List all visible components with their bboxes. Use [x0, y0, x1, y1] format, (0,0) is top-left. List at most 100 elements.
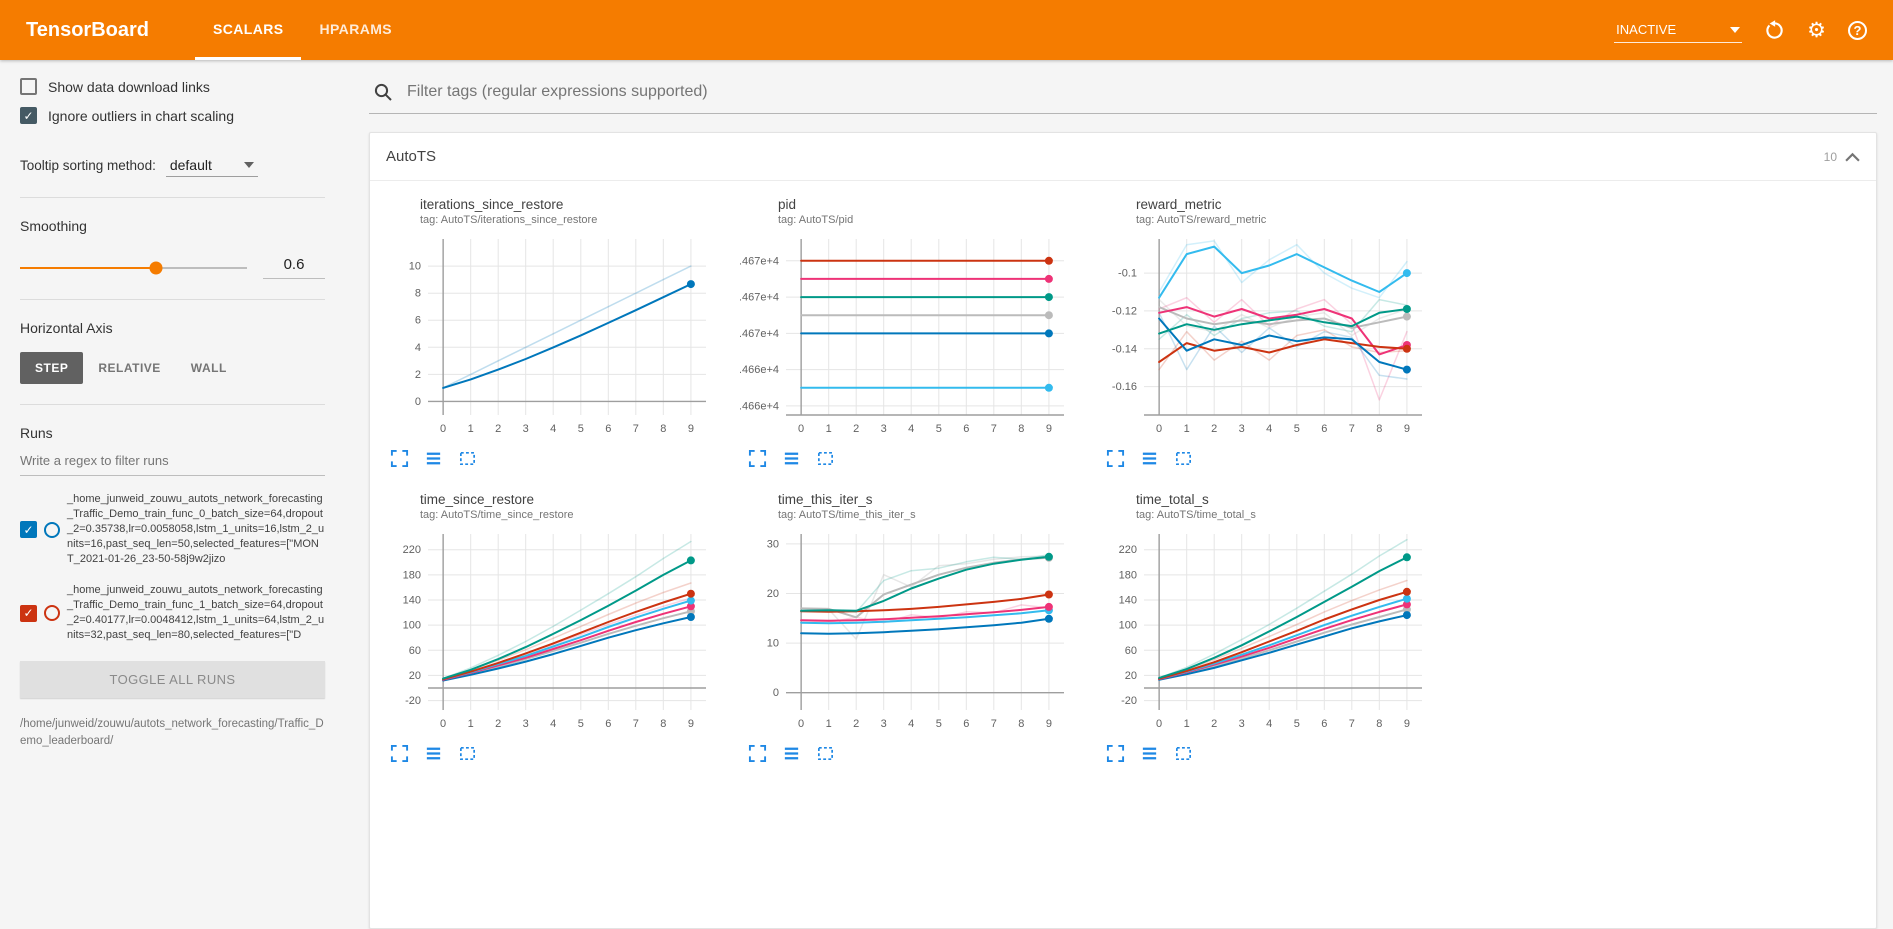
expand-chart-icon[interactable] — [390, 744, 409, 763]
svg-text:4: 4 — [1266, 718, 1272, 730]
fit-domain-icon[interactable] — [458, 449, 477, 468]
tooltip-sorting-label: Tooltip sorting method: — [20, 158, 156, 173]
svg-text:-0.16: -0.16 — [1112, 381, 1137, 393]
tag-filter-input[interactable] — [405, 82, 1873, 102]
svg-text:2: 2 — [1211, 423, 1217, 435]
show-download-links-checkbox[interactable] — [20, 78, 37, 95]
tooltip-sorting-dropdown[interactable]: default — [165, 154, 258, 177]
svg-text:3: 3 — [523, 423, 529, 435]
svg-text:0: 0 — [415, 396, 421, 408]
runs-title: Runs — [20, 425, 53, 441]
runs-selector-icon[interactable] — [424, 449, 443, 468]
chart-plot-area[interactable]: -0.1 -0.12 -0.14 -0.16 0 1 2 3 4 5 6 7 8 9 — [1098, 229, 1438, 445]
svg-text:0: 0 — [773, 687, 779, 699]
fit-domain-icon[interactable] — [1174, 744, 1193, 763]
fit-domain-icon[interactable] — [816, 449, 835, 468]
category-card: AutoTS 10 iterations_since_restore tag: A… — [369, 132, 1877, 929]
svg-text:2.467e+4: 2.467e+4 — [740, 328, 779, 340]
chart-plot[interactable]: 30 20 10 0 0 1 2 3 4 5 6 7 8 9 — [740, 524, 1074, 740]
slider-fill — [20, 266, 157, 269]
chart-plot[interactable]: 2.467e+4 2.467e+4 2.467e+4 2.466e+4 2.466e+4… — [733, 229, 1074, 445]
svg-text:0: 0 — [440, 423, 446, 435]
chart-toolbar — [1098, 744, 1438, 763]
collapse-icon[interactable] — [1845, 152, 1860, 162]
runs-filter-input[interactable] — [20, 445, 325, 476]
run-radio[interactable] — [44, 521, 60, 538]
svg-text:0: 0 — [1156, 423, 1162, 435]
expand-chart-icon[interactable] — [748, 744, 767, 763]
expand-chart-icon[interactable] — [748, 449, 767, 468]
svg-text:220: 220 — [403, 544, 421, 556]
svg-text:20: 20 — [1125, 670, 1137, 682]
runs-selector-icon[interactable] — [424, 744, 443, 763]
search-icon — [374, 83, 392, 101]
runs-selector-icon[interactable] — [1140, 744, 1159, 763]
smoothing-value[interactable]: 0.6 — [263, 256, 325, 279]
axis-relative-button[interactable]: RELATIVE — [98, 361, 161, 375]
svg-text:3: 3 — [1239, 718, 1245, 730]
fit-domain-icon[interactable] — [816, 744, 835, 763]
slider-thumb[interactable] — [149, 261, 163, 274]
run-name[interactable]: _home_junweid_zouwu_autots_network_forec… — [67, 493, 325, 565]
runs-selector-icon[interactable] — [1140, 449, 1159, 468]
run-radio[interactable] — [44, 605, 60, 621]
svg-text:140: 140 — [403, 595, 421, 607]
svg-text:140: 140 — [1119, 595, 1137, 607]
help-icon[interactable]: ? — [1848, 20, 1867, 40]
chart-plot-area[interactable]: 220 180 140 100 60 20 -20 0 1 2 3 4 5 6 7 8 9 — [382, 524, 722, 740]
svg-text:5: 5 — [578, 718, 584, 730]
category-title[interactable]: AutoTS — [386, 148, 437, 165]
chart-plot[interactable]: 10 8 6 4 2 0 0 1 2 3 4 5 6 7 8 9 — [382, 229, 716, 445]
svg-text:5: 5 — [1294, 423, 1300, 435]
chart-toolbar — [1098, 449, 1438, 468]
chart-card: time_this_iter_s tag: AutoTS/time_this_it… — [740, 492, 1080, 763]
chart-plot[interactable]: 220 180 140 100 60 20 -20 0 1 2 3 4 5 6 7 8 9 — [1098, 524, 1432, 740]
settings-icon[interactable]: ⚙ — [1807, 18, 1826, 42]
runs-selector-icon[interactable] — [782, 449, 801, 468]
run-name[interactable]: _home_junweid_zouwu_autots_network_forec… — [67, 584, 325, 641]
svg-text:9: 9 — [1046, 423, 1052, 435]
svg-text:7: 7 — [633, 423, 639, 435]
chart-plot[interactable]: -0.1 -0.12 -0.14 -0.16 0 1 2 3 4 5 6 7 8 9 — [1098, 229, 1432, 445]
chart-plot-area[interactable]: 220 180 140 100 60 20 -20 0 1 2 3 4 5 6 7 8 9 — [1098, 524, 1438, 740]
svg-text:1: 1 — [468, 423, 474, 435]
runs-selector-icon[interactable] — [782, 744, 801, 763]
data-status-dropdown[interactable]: INACTIVE — [1614, 17, 1743, 43]
smoothing-slider[interactable] — [20, 261, 247, 274]
chart-tag: tag: AutoTS/iterations_since_restore — [420, 214, 598, 226]
refresh-icon[interactable] — [1764, 19, 1785, 41]
svg-text:4: 4 — [908, 718, 914, 730]
svg-text:8: 8 — [660, 423, 666, 435]
divider — [20, 404, 325, 405]
app-title: TensorBoard — [26, 18, 149, 41]
expand-chart-icon[interactable] — [390, 449, 409, 468]
tab-scalars[interactable]: SCALARS — [194, 0, 302, 60]
axis-wall-button[interactable]: WALL — [190, 361, 227, 375]
toggle-all-runs-button[interactable]: TOGGLE ALL RUNS — [20, 661, 325, 698]
expand-chart-icon[interactable] — [1106, 744, 1125, 763]
fit-domain-icon[interactable] — [458, 744, 477, 763]
svg-text:-20: -20 — [1121, 695, 1137, 707]
axis-step-button[interactable]: STEP — [20, 352, 84, 384]
status-label: INACTIVE — [1616, 22, 1677, 37]
chart-plot-area[interactable]: 2.467e+4 2.467e+4 2.467e+4 2.466e+4 2.466e+4… — [733, 229, 1080, 445]
category-card-header[interactable]: AutoTS 10 — [370, 133, 1876, 181]
chart-title: time_since_restore — [420, 492, 535, 507]
chart-tag: tag: AutoTS/time_total_s — [1136, 509, 1256, 521]
chart-plot[interactable]: 220 180 140 100 60 20 -20 0 1 2 3 4 5 6 7 8 9 — [382, 524, 716, 740]
svg-text:100: 100 — [403, 620, 421, 632]
svg-text:4: 4 — [550, 423, 556, 435]
svg-text:0: 0 — [440, 718, 446, 730]
run-checkbox[interactable] — [20, 604, 37, 622]
svg-text:6: 6 — [963, 718, 969, 730]
tab-hparams[interactable]: HPARAMS — [319, 20, 393, 37]
svg-text:220: 220 — [1119, 544, 1137, 556]
chart-plot-area[interactable]: 10 8 6 4 2 0 0 1 2 3 4 5 6 7 8 9 — [382, 229, 722, 445]
ignore-outliers-checkbox[interactable] — [20, 107, 37, 124]
chart-card: time_since_restore tag: AutoTS/time_since… — [382, 492, 722, 763]
chart-plot-area[interactable]: 30 20 10 0 0 1 2 3 4 5 6 7 8 9 — [740, 524, 1080, 740]
expand-chart-icon[interactable] — [1106, 449, 1125, 468]
fit-domain-icon[interactable] — [1174, 449, 1193, 468]
run-checkbox[interactable] — [20, 521, 37, 538]
